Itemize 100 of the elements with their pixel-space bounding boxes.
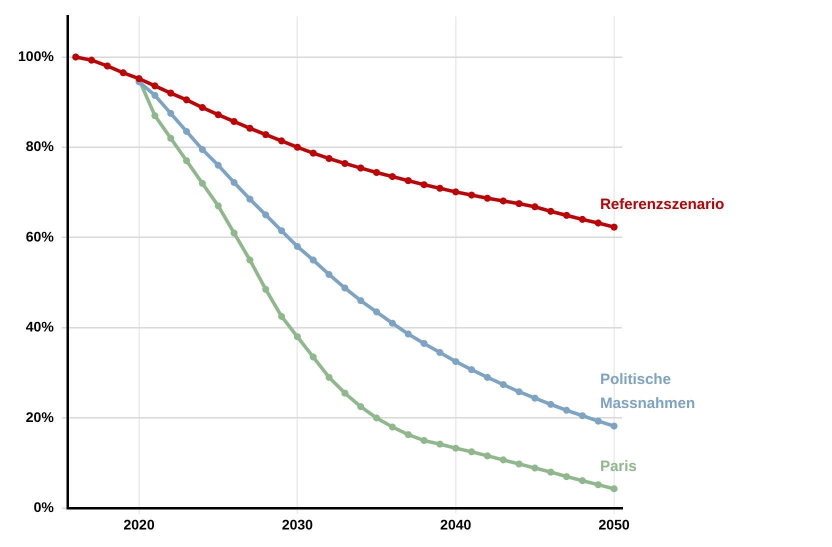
y-tick-label: 0% xyxy=(34,499,54,516)
point xyxy=(341,390,348,397)
point xyxy=(373,308,380,316)
point xyxy=(484,452,491,460)
point xyxy=(198,180,206,187)
point xyxy=(246,256,254,264)
x-tick-label: 2030 xyxy=(282,516,314,532)
point xyxy=(151,92,158,99)
point xyxy=(484,374,491,381)
point xyxy=(341,160,348,167)
point xyxy=(167,134,174,142)
point xyxy=(373,414,380,422)
point xyxy=(547,468,554,476)
point xyxy=(610,485,618,492)
point xyxy=(326,270,333,278)
series-label: Politische Massnahmen xyxy=(600,371,696,412)
x-tick-label: 2020 xyxy=(123,516,155,532)
point xyxy=(357,403,364,410)
point xyxy=(547,208,554,215)
point xyxy=(420,437,428,444)
point xyxy=(388,320,396,327)
point xyxy=(610,224,618,231)
point xyxy=(388,423,396,430)
point xyxy=(294,333,301,340)
y-tick-label: 40% xyxy=(26,318,54,335)
point xyxy=(278,227,286,234)
point xyxy=(230,118,238,126)
point xyxy=(436,440,444,448)
point xyxy=(246,124,254,132)
y-tick-label: 20% xyxy=(26,408,54,425)
point xyxy=(230,178,238,186)
point xyxy=(531,464,538,472)
point xyxy=(262,286,270,293)
point xyxy=(230,229,238,236)
point xyxy=(198,146,206,153)
point xyxy=(104,62,111,70)
series-label: Paris xyxy=(600,458,637,475)
point xyxy=(547,400,554,408)
point xyxy=(151,112,158,120)
point xyxy=(214,162,222,169)
x-tick-label: 2050 xyxy=(598,516,630,532)
point xyxy=(326,374,333,381)
point xyxy=(278,137,286,144)
point xyxy=(594,418,602,425)
point xyxy=(120,69,127,76)
point xyxy=(500,381,507,388)
point xyxy=(294,144,301,151)
point xyxy=(516,200,523,208)
point xyxy=(594,220,602,227)
point xyxy=(167,110,174,117)
point xyxy=(310,354,317,361)
point xyxy=(578,412,586,420)
point xyxy=(484,194,491,202)
point xyxy=(516,460,523,468)
point xyxy=(436,184,444,192)
point xyxy=(452,444,460,452)
point xyxy=(214,111,222,118)
point xyxy=(420,181,428,188)
point xyxy=(198,104,206,112)
point xyxy=(468,192,476,199)
point xyxy=(563,473,570,480)
point xyxy=(468,448,476,456)
point xyxy=(294,243,301,250)
point xyxy=(468,366,476,374)
point xyxy=(167,90,174,97)
point xyxy=(594,481,602,488)
point xyxy=(183,128,190,135)
point xyxy=(452,358,460,366)
point xyxy=(388,173,396,180)
point xyxy=(183,96,190,104)
point xyxy=(610,422,618,430)
point xyxy=(357,297,364,304)
point xyxy=(310,256,317,264)
point xyxy=(373,169,380,176)
point xyxy=(563,212,570,219)
point xyxy=(500,197,507,204)
x-tick-label: 2040 xyxy=(440,516,472,532)
y-tick-label: 60% xyxy=(26,228,54,244)
point xyxy=(531,394,538,402)
point xyxy=(326,155,333,162)
point xyxy=(310,150,317,157)
point xyxy=(563,406,570,414)
point xyxy=(357,164,364,172)
point xyxy=(404,177,412,184)
point xyxy=(531,203,538,210)
point xyxy=(578,216,586,223)
point xyxy=(262,131,270,138)
point xyxy=(500,456,507,464)
point xyxy=(404,431,412,438)
point xyxy=(278,312,286,320)
series-label: Referenzszenario xyxy=(600,196,724,214)
point xyxy=(72,54,80,61)
point xyxy=(420,340,428,348)
point xyxy=(246,196,254,203)
point xyxy=(151,82,158,90)
point xyxy=(516,388,523,396)
point xyxy=(341,284,348,292)
point xyxy=(183,157,190,164)
point xyxy=(436,349,444,356)
point xyxy=(88,56,96,64)
